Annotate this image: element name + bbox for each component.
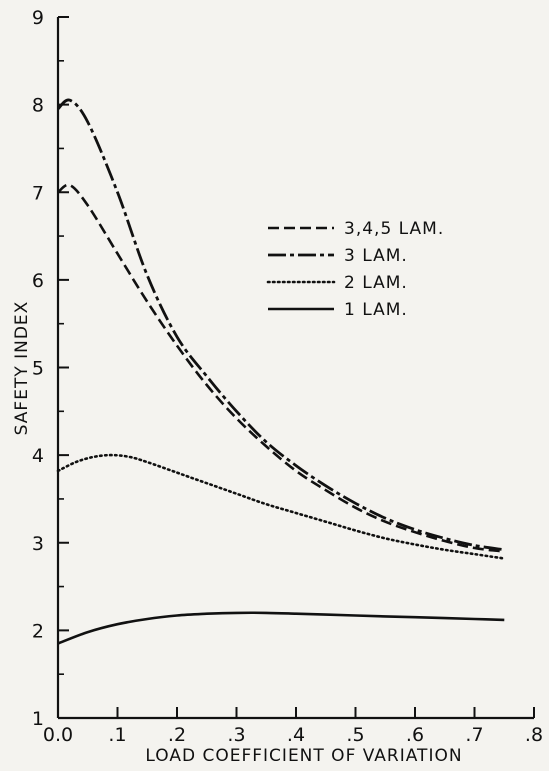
- series-line-2: [56, 453, 506, 560]
- x-tick-label: .7: [465, 724, 483, 746]
- legend-label-1: 3 LAM.: [344, 246, 408, 266]
- x-tick-label: .6: [406, 724, 424, 746]
- x-axis-ticks: 0.0 .1 .2 .3 .4 .5 .6 .7 .8: [43, 707, 543, 746]
- y-tick-label: 4: [32, 445, 44, 467]
- y-tick-label: 2: [32, 620, 44, 642]
- y-tick-label: 9: [32, 7, 44, 29]
- series-line-1: [57, 98, 505, 552]
- x-axis-title: LOAD COEFFICIENT OF VARIATION: [145, 746, 462, 766]
- x-tick-label: .4: [287, 724, 305, 746]
- y-axis-ticks: 1 2 3 4 5 6 7 8 9: [32, 7, 69, 730]
- x-tick-label: .8: [525, 724, 543, 746]
- y-tick-label: 3: [32, 533, 44, 555]
- y-tick-label: 5: [32, 358, 44, 380]
- legend-label-3: 1 LAM.: [344, 300, 408, 320]
- y-tick-label: 8: [32, 95, 44, 117]
- x-tick-label: .2: [168, 724, 186, 746]
- legend-label-2: 2 LAM.: [344, 273, 408, 293]
- series-line-3: [57, 611, 505, 645]
- y-tick-label: 7: [32, 182, 44, 204]
- y-tick-label: 1: [32, 708, 44, 730]
- x-tick-label: .3: [227, 724, 245, 746]
- x-tick-label: .5: [346, 724, 364, 746]
- legend: 3,4,5 LAM. 3 LAM. 2 LAM. 1 LAM.: [266, 219, 444, 320]
- y-axis-title: SAFETY INDEX: [12, 301, 32, 436]
- series-line-0: [57, 183, 505, 553]
- series-layer: [56, 98, 506, 645]
- x-tick-label: .1: [108, 724, 126, 746]
- y-tick-label: 6: [32, 270, 44, 292]
- x-tick-label: 0.0: [43, 724, 73, 746]
- legend-label-0: 3,4,5 LAM.: [344, 219, 444, 239]
